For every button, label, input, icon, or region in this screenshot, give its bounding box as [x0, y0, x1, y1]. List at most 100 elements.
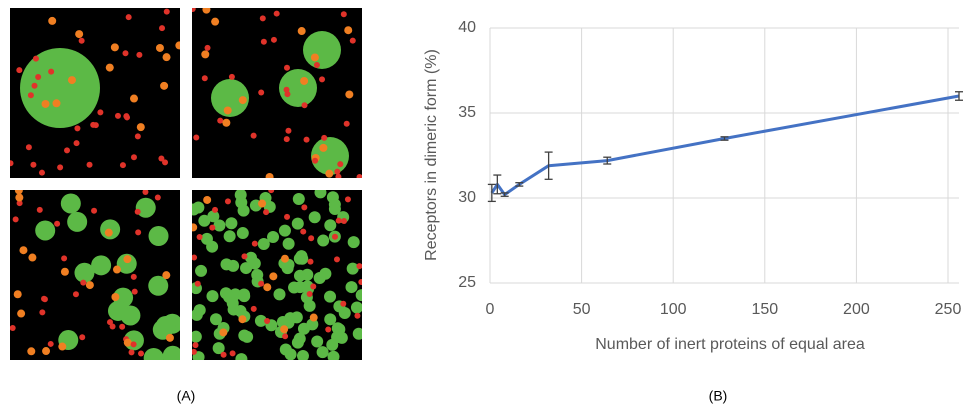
inert-protein: [346, 262, 359, 275]
x-tick-label: 100: [660, 301, 687, 318]
inert-protein: [284, 348, 297, 360]
receptor: [340, 300, 347, 307]
error-bar: [500, 192, 509, 197]
receptor: [358, 279, 362, 286]
inert-protein: [212, 342, 225, 355]
receptor: [154, 194, 161, 201]
inert-protein: [116, 253, 137, 274]
receptor: [14, 190, 23, 195]
receptor: [344, 26, 353, 35]
receptor: [212, 206, 219, 213]
inert-protein: [303, 31, 341, 69]
receptor: [264, 317, 271, 324]
receptor: [47, 340, 54, 347]
receptor: [301, 102, 308, 109]
inert-protein: [207, 210, 220, 223]
receptor: [36, 206, 43, 213]
inert-protein: [192, 203, 200, 216]
inert-protein: [235, 353, 248, 360]
receptor: [258, 280, 265, 287]
y-tick-label: 25: [458, 274, 476, 291]
panel-content: [10, 190, 180, 360]
receptor: [319, 76, 326, 83]
receptor: [219, 328, 228, 337]
receptor: [192, 348, 197, 355]
receptor: [165, 333, 174, 342]
receptor: [192, 342, 199, 349]
receptor: [39, 309, 46, 316]
error-bar: [487, 183, 496, 203]
receptor: [162, 53, 171, 62]
receptor: [155, 43, 164, 52]
inert-protein: [293, 269, 306, 282]
receptor: [160, 81, 169, 90]
receptor: [136, 51, 143, 58]
receptor: [104, 228, 113, 237]
receptor: [268, 190, 275, 194]
receptor: [125, 14, 132, 21]
receptor: [340, 11, 347, 18]
receptor: [142, 190, 149, 195]
x-axis-title: Number of inert proteins of equal area: [595, 336, 865, 353]
receptor: [192, 254, 198, 261]
inert-protein: [91, 255, 112, 276]
receptor: [306, 291, 313, 298]
panel-content: [192, 190, 362, 360]
inert-protein: [326, 338, 339, 351]
receptor: [224, 198, 231, 205]
receptor: [130, 273, 137, 280]
receptor: [312, 157, 319, 164]
inert-protein: [355, 289, 362, 302]
inert-protein: [67, 211, 88, 232]
inert-protein: [296, 252, 309, 265]
receptor: [130, 154, 137, 161]
receptor: [309, 313, 318, 322]
error-bar: [515, 182, 524, 187]
y-tick-label: 30: [458, 189, 476, 206]
receptor: [319, 143, 328, 152]
inert-protein: [148, 275, 169, 296]
inert-protein: [238, 290, 251, 303]
receptor: [337, 161, 344, 168]
inert-protein: [324, 290, 337, 303]
receptor: [283, 64, 290, 71]
inert-protein: [35, 220, 56, 241]
receptor: [130, 341, 137, 348]
receptor: [211, 17, 220, 26]
panel: [192, 8, 362, 178]
receptor: [313, 61, 320, 68]
receptor: [72, 291, 79, 298]
inert-protein: [234, 190, 247, 201]
inert-protein: [60, 193, 81, 214]
inert-protein: [301, 280, 314, 293]
inert-protein: [206, 290, 219, 303]
receptor: [123, 255, 132, 264]
receptor: [209, 224, 216, 231]
receptor: [12, 216, 19, 223]
error-bar: [955, 91, 963, 101]
receptor: [90, 121, 97, 128]
receptor: [79, 334, 86, 341]
receptor: [123, 338, 132, 347]
receptor: [162, 159, 169, 166]
receptor: [32, 55, 39, 62]
receptor: [229, 350, 236, 357]
inert-protein: [209, 313, 222, 326]
receptor: [284, 213, 291, 220]
receptor: [196, 234, 203, 241]
receptor: [283, 86, 290, 93]
inert-protein: [317, 234, 330, 247]
inert-protein: [238, 329, 251, 342]
inert-protein: [143, 348, 164, 360]
receptor: [17, 309, 26, 318]
receptor: [135, 229, 142, 236]
receptor: [333, 256, 340, 263]
receptor: [325, 326, 332, 333]
receptor: [60, 267, 69, 276]
receptor: [335, 173, 342, 178]
receptor: [201, 50, 210, 59]
inert-protein: [257, 237, 270, 250]
receptor: [238, 315, 247, 324]
receptor: [228, 73, 235, 80]
